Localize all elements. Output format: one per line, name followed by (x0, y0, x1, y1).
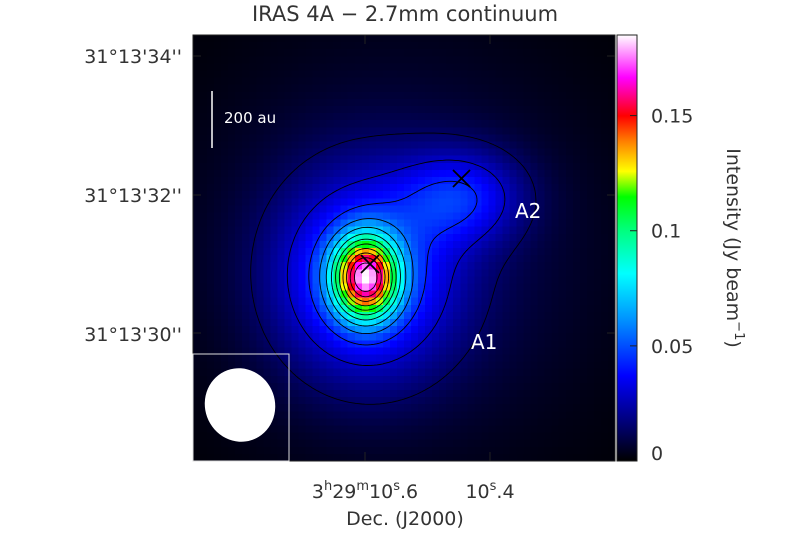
contour-level-3 (308, 180, 478, 346)
contour-level-8 (338, 243, 393, 311)
colorbar-tick-label-2: 0.1 (651, 221, 681, 243)
colorbar-gradient (616, 34, 638, 462)
x-axis-label: Dec. (J2000) (346, 508, 464, 530)
contour-level-7 (335, 238, 397, 316)
contours (250, 132, 537, 405)
contour-level-9 (342, 248, 390, 307)
y-tick-label-34: 31°13'34'' (84, 46, 182, 68)
y-tick-label-32: 31°13'32'' (84, 185, 182, 207)
colorbar: 0 0.05 0.1 0.15 Intensity (Jy beam−1) (616, 34, 746, 465)
contour-level-12 (354, 262, 378, 292)
chart-title: IRAS 4A − 2.7mm continuum (252, 2, 558, 26)
beam-indicator (192, 353, 290, 462)
marker-a1 (360, 254, 380, 274)
y-axis: 31°13'34'' 31°13'32'' 31°13'30'' (84, 46, 615, 346)
x-tick-label-10-6: 3h29m10s.6 (312, 479, 418, 503)
colorbar-tick-label-3: 0.15 (651, 106, 693, 128)
contour-level-2 (286, 159, 506, 366)
source-label-a2: A2 (515, 199, 541, 223)
contour-level-6 (330, 233, 401, 321)
colorbar-tick-label-1: 0.05 (651, 336, 693, 358)
marker-a2 (452, 169, 471, 188)
x-axis: 3h29m10s.6 10s.4 Dec. (J2000) (312, 35, 515, 530)
contour-level-11 (349, 257, 382, 298)
contour-level-5 (325, 226, 407, 327)
x-tick-label-10-4: 10s.4 (465, 479, 514, 503)
colorbar-ticks: 0 0.05 0.1 0.15 (630, 106, 693, 465)
contour-level-4 (319, 218, 414, 335)
map-frame (192, 34, 616, 462)
y-tick-label-30: 31°13'30'' (84, 324, 182, 346)
colorbar-tick-label-0: 0 (651, 443, 663, 465)
source-markers: A2 A1 (360, 169, 541, 354)
scale-bar-label: 200 au (224, 109, 276, 127)
scale-bar: 200 au (211, 91, 276, 148)
contour-level-1 (250, 132, 537, 405)
source-label-a1: A1 (471, 330, 497, 354)
colorbar-label: Intensity (Jy beam−1) (722, 148, 746, 348)
